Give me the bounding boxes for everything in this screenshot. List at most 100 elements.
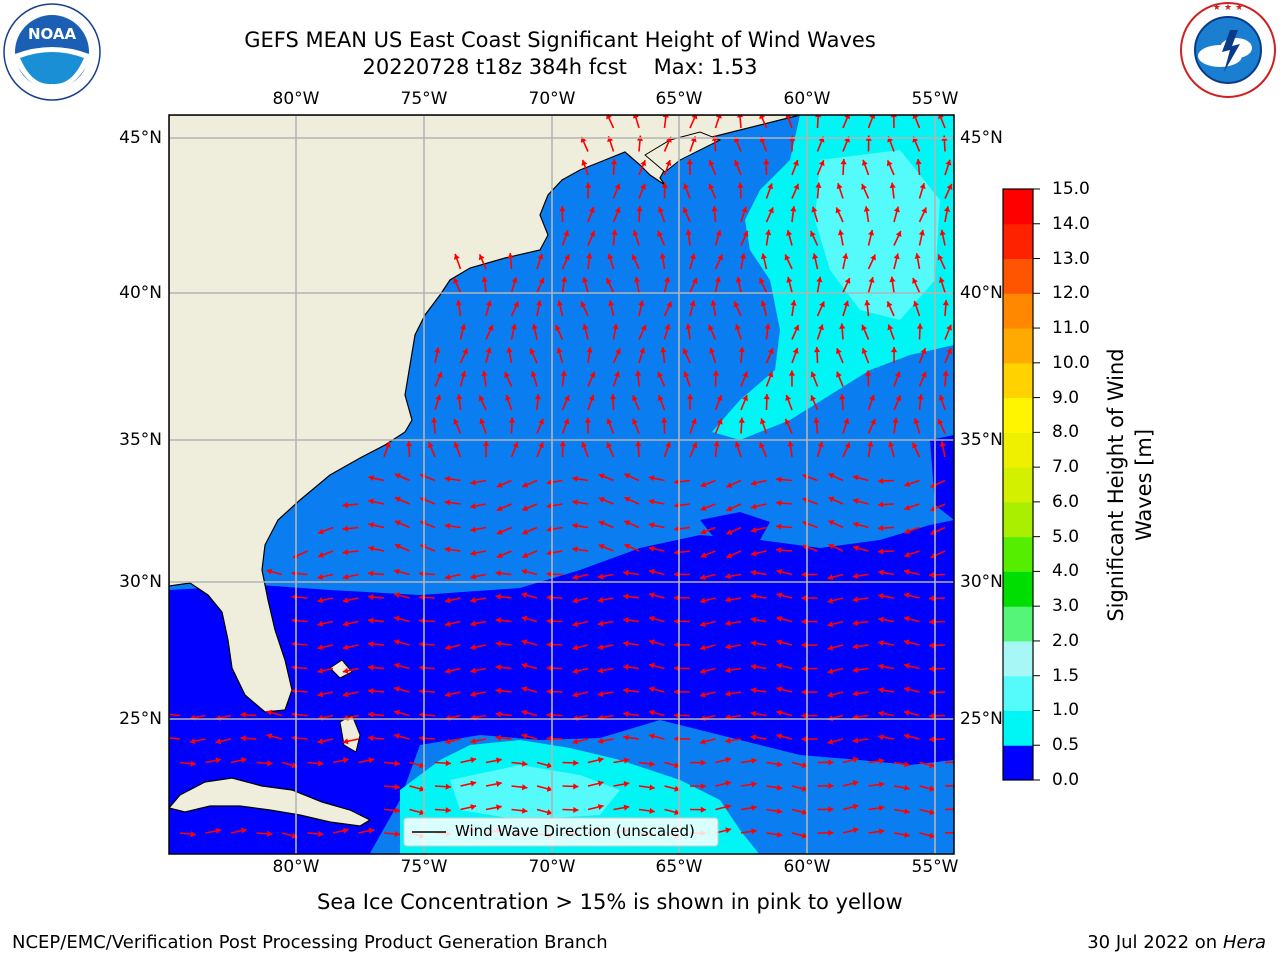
colorbar-tick-label: 9.0 [1052, 387, 1080, 408]
wave-arrow-head [682, 207, 689, 214]
wave-arrow-head [444, 597, 451, 604]
wave-arrow-head [610, 159, 618, 165]
wave-arrow-head [317, 620, 324, 627]
wave-arrow-head [792, 347, 799, 354]
wave-arrow-head [368, 757, 375, 764]
wave-arrow-head [481, 276, 488, 283]
wave-arrow-head [419, 617, 425, 624]
wave-arrow-head [485, 300, 492, 307]
wave-arrow-head [572, 574, 579, 581]
wave-arrow-head [585, 182, 592, 188]
wave-arrow-head [342, 502, 349, 509]
colorbar-segment [1003, 606, 1033, 642]
wave-arrow-head [623, 710, 629, 718]
wave-arrow-head [920, 371, 927, 378]
wave-arrow-head [561, 276, 568, 283]
lat-label-right: 25°N [960, 709, 1003, 729]
lat-label-right: 40°N [960, 283, 1003, 303]
wave-arrow-head [726, 552, 733, 559]
wave-arrow-head [913, 300, 919, 307]
wave-arrow-head [839, 323, 846, 329]
colorbar-segment [1003, 640, 1033, 677]
colorbar [1003, 188, 1040, 781]
wave-arrow-head [817, 441, 824, 448]
wave-arrow-head [786, 230, 793, 236]
wave-arrow-head [534, 394, 541, 400]
wave-arrow-head [776, 546, 782, 554]
noaa-logo: NOAA [2, 2, 102, 102]
lon-label-bottom: 60°W [783, 857, 831, 877]
wave-arrow-head [538, 418, 545, 425]
wave-arrow-head [810, 230, 816, 237]
wave-arrow-head [735, 276, 742, 283]
wave-arrow-head [522, 552, 529, 559]
wave-arrow-head [793, 183, 800, 190]
wave-arrow-head [801, 642, 807, 649]
wave-arrow-head [852, 572, 859, 580]
wave-arrow-head [648, 475, 655, 482]
wave-arrow-head [886, 301, 893, 308]
wave-arrow-head [572, 522, 578, 529]
wave-arrow-head [699, 668, 706, 675]
wave-arrow-head [918, 229, 925, 236]
wave-arrow-head [801, 762, 808, 769]
wave-arrow-head [717, 254, 723, 261]
wave-arrow-head [742, 230, 749, 237]
wave-arrow-head [607, 253, 614, 260]
wave-arrow-head [512, 442, 519, 449]
colorbar-segment [1003, 432, 1033, 468]
wave-arrow-head [598, 520, 605, 527]
wave-arrow-head [266, 709, 273, 716]
wave-field-1p5-2-south [450, 765, 620, 820]
wave-arrow-head [878, 593, 884, 600]
wave-arrow-head [453, 442, 460, 448]
wave-arrow-head [240, 827, 247, 834]
wave-arrow-head [648, 545, 655, 552]
wave-arrow-head [453, 277, 459, 284]
wave-arrow-head [317, 644, 324, 651]
wave-arrow-head [878, 524, 884, 532]
wave-arrow-head [495, 687, 502, 694]
wave-arrow-head [623, 734, 629, 741]
wave-arrow-head [394, 568, 400, 575]
wave-arrow-head [815, 182, 822, 188]
wave-arrow-head [853, 521, 859, 528]
colorbar-tick-label: 5.0 [1052, 526, 1080, 547]
wave-arrow-head [611, 229, 618, 235]
wave-arrow-head [839, 394, 846, 400]
wave-arrow-head [939, 441, 946, 447]
wave-arrow-head [942, 300, 949, 306]
wave-arrow-head [657, 206, 664, 213]
wave-arrow-head [904, 481, 911, 488]
wave-arrow-head [368, 593, 374, 601]
wave-arrow-head [496, 757, 502, 764]
wave-arrow-head [589, 371, 596, 378]
wave-arrow-head [853, 545, 859, 552]
wave-arrow-head [434, 347, 441, 354]
wave-arrow-head [878, 828, 885, 835]
chart-subtitle: 20220728 t18z 384h fcst Max: 1.53 [362, 55, 758, 79]
wave-arrow-head [368, 570, 374, 577]
wave-arrow-head [792, 160, 799, 166]
colorbar-tick-label: 13.0 [1052, 248, 1090, 269]
wave-arrow-head [614, 371, 620, 378]
wave-arrow-head [240, 711, 246, 718]
wave-arrow-head [937, 418, 944, 425]
wave-arrow-head [419, 641, 425, 648]
wave-arrow-head [878, 548, 884, 555]
lon-label-bottom: 75°W [400, 857, 448, 877]
wave-arrow-head [573, 806, 579, 814]
wave-arrow-head [649, 733, 655, 740]
wave-arrow-head [878, 501, 884, 508]
wave-arrow-head [624, 543, 631, 550]
wave-arrow-head [739, 253, 747, 259]
wave-arrow-head [861, 159, 868, 166]
wave-arrow-head [921, 207, 927, 214]
wave-arrow-head [801, 712, 807, 719]
wave-arrow-head [801, 689, 807, 696]
wave-arrow-head [521, 709, 528, 716]
wave-arrow-head [828, 520, 835, 526]
wave-arrow-head [560, 370, 567, 377]
wave-arrow-head [699, 621, 706, 628]
colorbar-segment [1003, 501, 1033, 538]
